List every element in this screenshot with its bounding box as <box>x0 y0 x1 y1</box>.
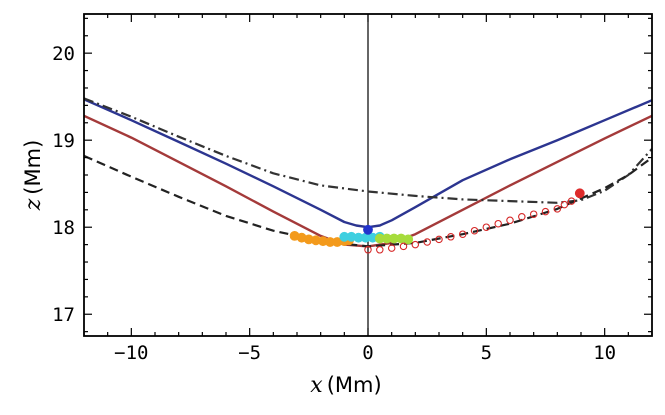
tick-labels: −10 −5 0 5 10 17 18 19 20 <box>52 43 616 364</box>
marker-green-cluster <box>403 234 414 245</box>
plot-area <box>84 14 652 336</box>
marker-red-open-circles <box>458 230 467 238</box>
marker-red-open-circles <box>470 226 479 235</box>
x-tick-label: −5 <box>238 342 261 364</box>
marker-red-open-circles <box>423 238 431 246</box>
marker-red-open-circles <box>541 207 550 216</box>
plot-frame <box>83 13 653 337</box>
x-axis-label: x (Mm) <box>310 373 381 398</box>
marker-red-open-circles <box>553 205 562 213</box>
y-tick-label: 19 <box>52 130 75 152</box>
marker-red-open-circles <box>435 235 443 244</box>
y-tick-label: 20 <box>52 43 75 65</box>
marker-red-open-circles <box>560 200 569 209</box>
marker-red-open-circles <box>364 246 372 254</box>
marker-red-open-circles <box>529 210 538 218</box>
marker-red-open-circles <box>399 242 408 251</box>
x-tick-label: 5 <box>481 342 492 364</box>
series-dashed <box>84 154 652 248</box>
marker-red-open-circles <box>387 244 396 252</box>
marker-blue-dot <box>363 224 373 235</box>
x-tick-label: −10 <box>114 342 148 364</box>
marker-red-open-circles <box>494 219 502 228</box>
marker-red-open-circles <box>518 213 526 221</box>
marker-red-open-circles <box>506 216 514 225</box>
marker-red-open-circles <box>376 246 384 254</box>
marker-red-open-circles <box>411 240 420 249</box>
series-dashdot <box>84 97 652 204</box>
y-axis-label: z(Mm) <box>21 140 46 212</box>
y-tick-label: 17 <box>52 304 75 326</box>
y-tick-label: 18 <box>52 217 75 239</box>
marker-red-open-circles <box>567 197 576 205</box>
marker-red-end <box>574 188 585 199</box>
x-tick-label: 10 <box>593 342 616 364</box>
marker-red-open-circles <box>482 223 491 231</box>
x-tick-label: 0 <box>362 342 373 364</box>
marker-red-open-circles <box>447 233 455 241</box>
